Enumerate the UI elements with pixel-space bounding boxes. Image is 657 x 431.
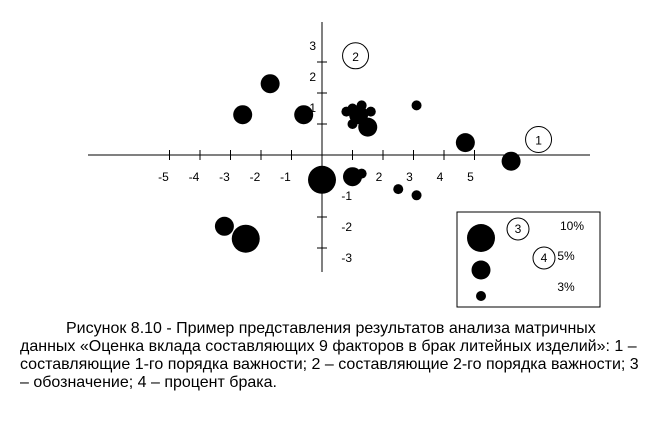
legend-size-label: 4 bbox=[541, 251, 548, 265]
caption-text: Рисунок 8.10 - Пример представления резу… bbox=[20, 320, 639, 391]
legend-marker-circle bbox=[506, 217, 530, 241]
legend-entry-label: 10% bbox=[560, 219, 584, 233]
data-points bbox=[214, 74, 521, 253]
data-point bbox=[455, 133, 475, 153]
data-point bbox=[358, 117, 378, 137]
x-tick-label: -1 bbox=[280, 170, 291, 184]
data-point bbox=[347, 119, 358, 129]
data-point bbox=[411, 190, 422, 201]
annotation-label: 1 bbox=[535, 134, 542, 148]
y-tick-label: 3 bbox=[309, 39, 316, 53]
x-tick-label: 4 bbox=[437, 170, 444, 184]
data-point bbox=[356, 168, 367, 179]
figure-caption: Рисунок 8.10 - Пример представления резу… bbox=[20, 320, 640, 392]
y-tick-label: -2 bbox=[341, 220, 352, 234]
x-tick-label: 5 bbox=[467, 170, 474, 184]
data-point bbox=[294, 105, 314, 125]
data-point bbox=[393, 184, 404, 195]
legend-marker-label: 3 bbox=[515, 222, 522, 236]
legend-entry-label: 3% bbox=[557, 280, 575, 294]
y-tick-label: 1 bbox=[309, 101, 316, 115]
data-point bbox=[233, 105, 253, 125]
x-tick-label: 2 bbox=[376, 170, 383, 184]
data-point bbox=[214, 216, 234, 236]
x-tick-label: -3 bbox=[219, 170, 230, 184]
legend-sample-point bbox=[476, 291, 486, 301]
data-point bbox=[365, 106, 376, 117]
x-tick-label: -2 bbox=[250, 170, 261, 184]
y-tick-label: 2 bbox=[309, 70, 316, 84]
annotation-label: 2 bbox=[352, 50, 359, 64]
annotations: 12 bbox=[342, 42, 553, 153]
annotation-circle bbox=[342, 42, 370, 70]
legend-entry-label: 5% bbox=[557, 249, 575, 263]
data-point bbox=[231, 224, 260, 253]
legend-size-circle bbox=[532, 246, 556, 270]
legend-sample-point bbox=[467, 224, 495, 252]
legend-sample-point bbox=[471, 260, 491, 280]
data-point bbox=[411, 100, 422, 111]
data-point bbox=[308, 165, 336, 194]
data-point bbox=[341, 106, 352, 117]
x-tick-label: -4 bbox=[189, 170, 200, 184]
y-tick-label: -3 bbox=[341, 251, 352, 265]
legend: 3 4 10% 5% 3% bbox=[456, 211, 601, 308]
y-tick-label: -1 bbox=[341, 189, 352, 203]
x-tick-label: -5 bbox=[158, 170, 169, 184]
x-tick-label: 3 bbox=[406, 170, 413, 184]
annotation-circle bbox=[525, 126, 553, 153]
data-point bbox=[501, 151, 521, 171]
data-point bbox=[260, 74, 280, 94]
